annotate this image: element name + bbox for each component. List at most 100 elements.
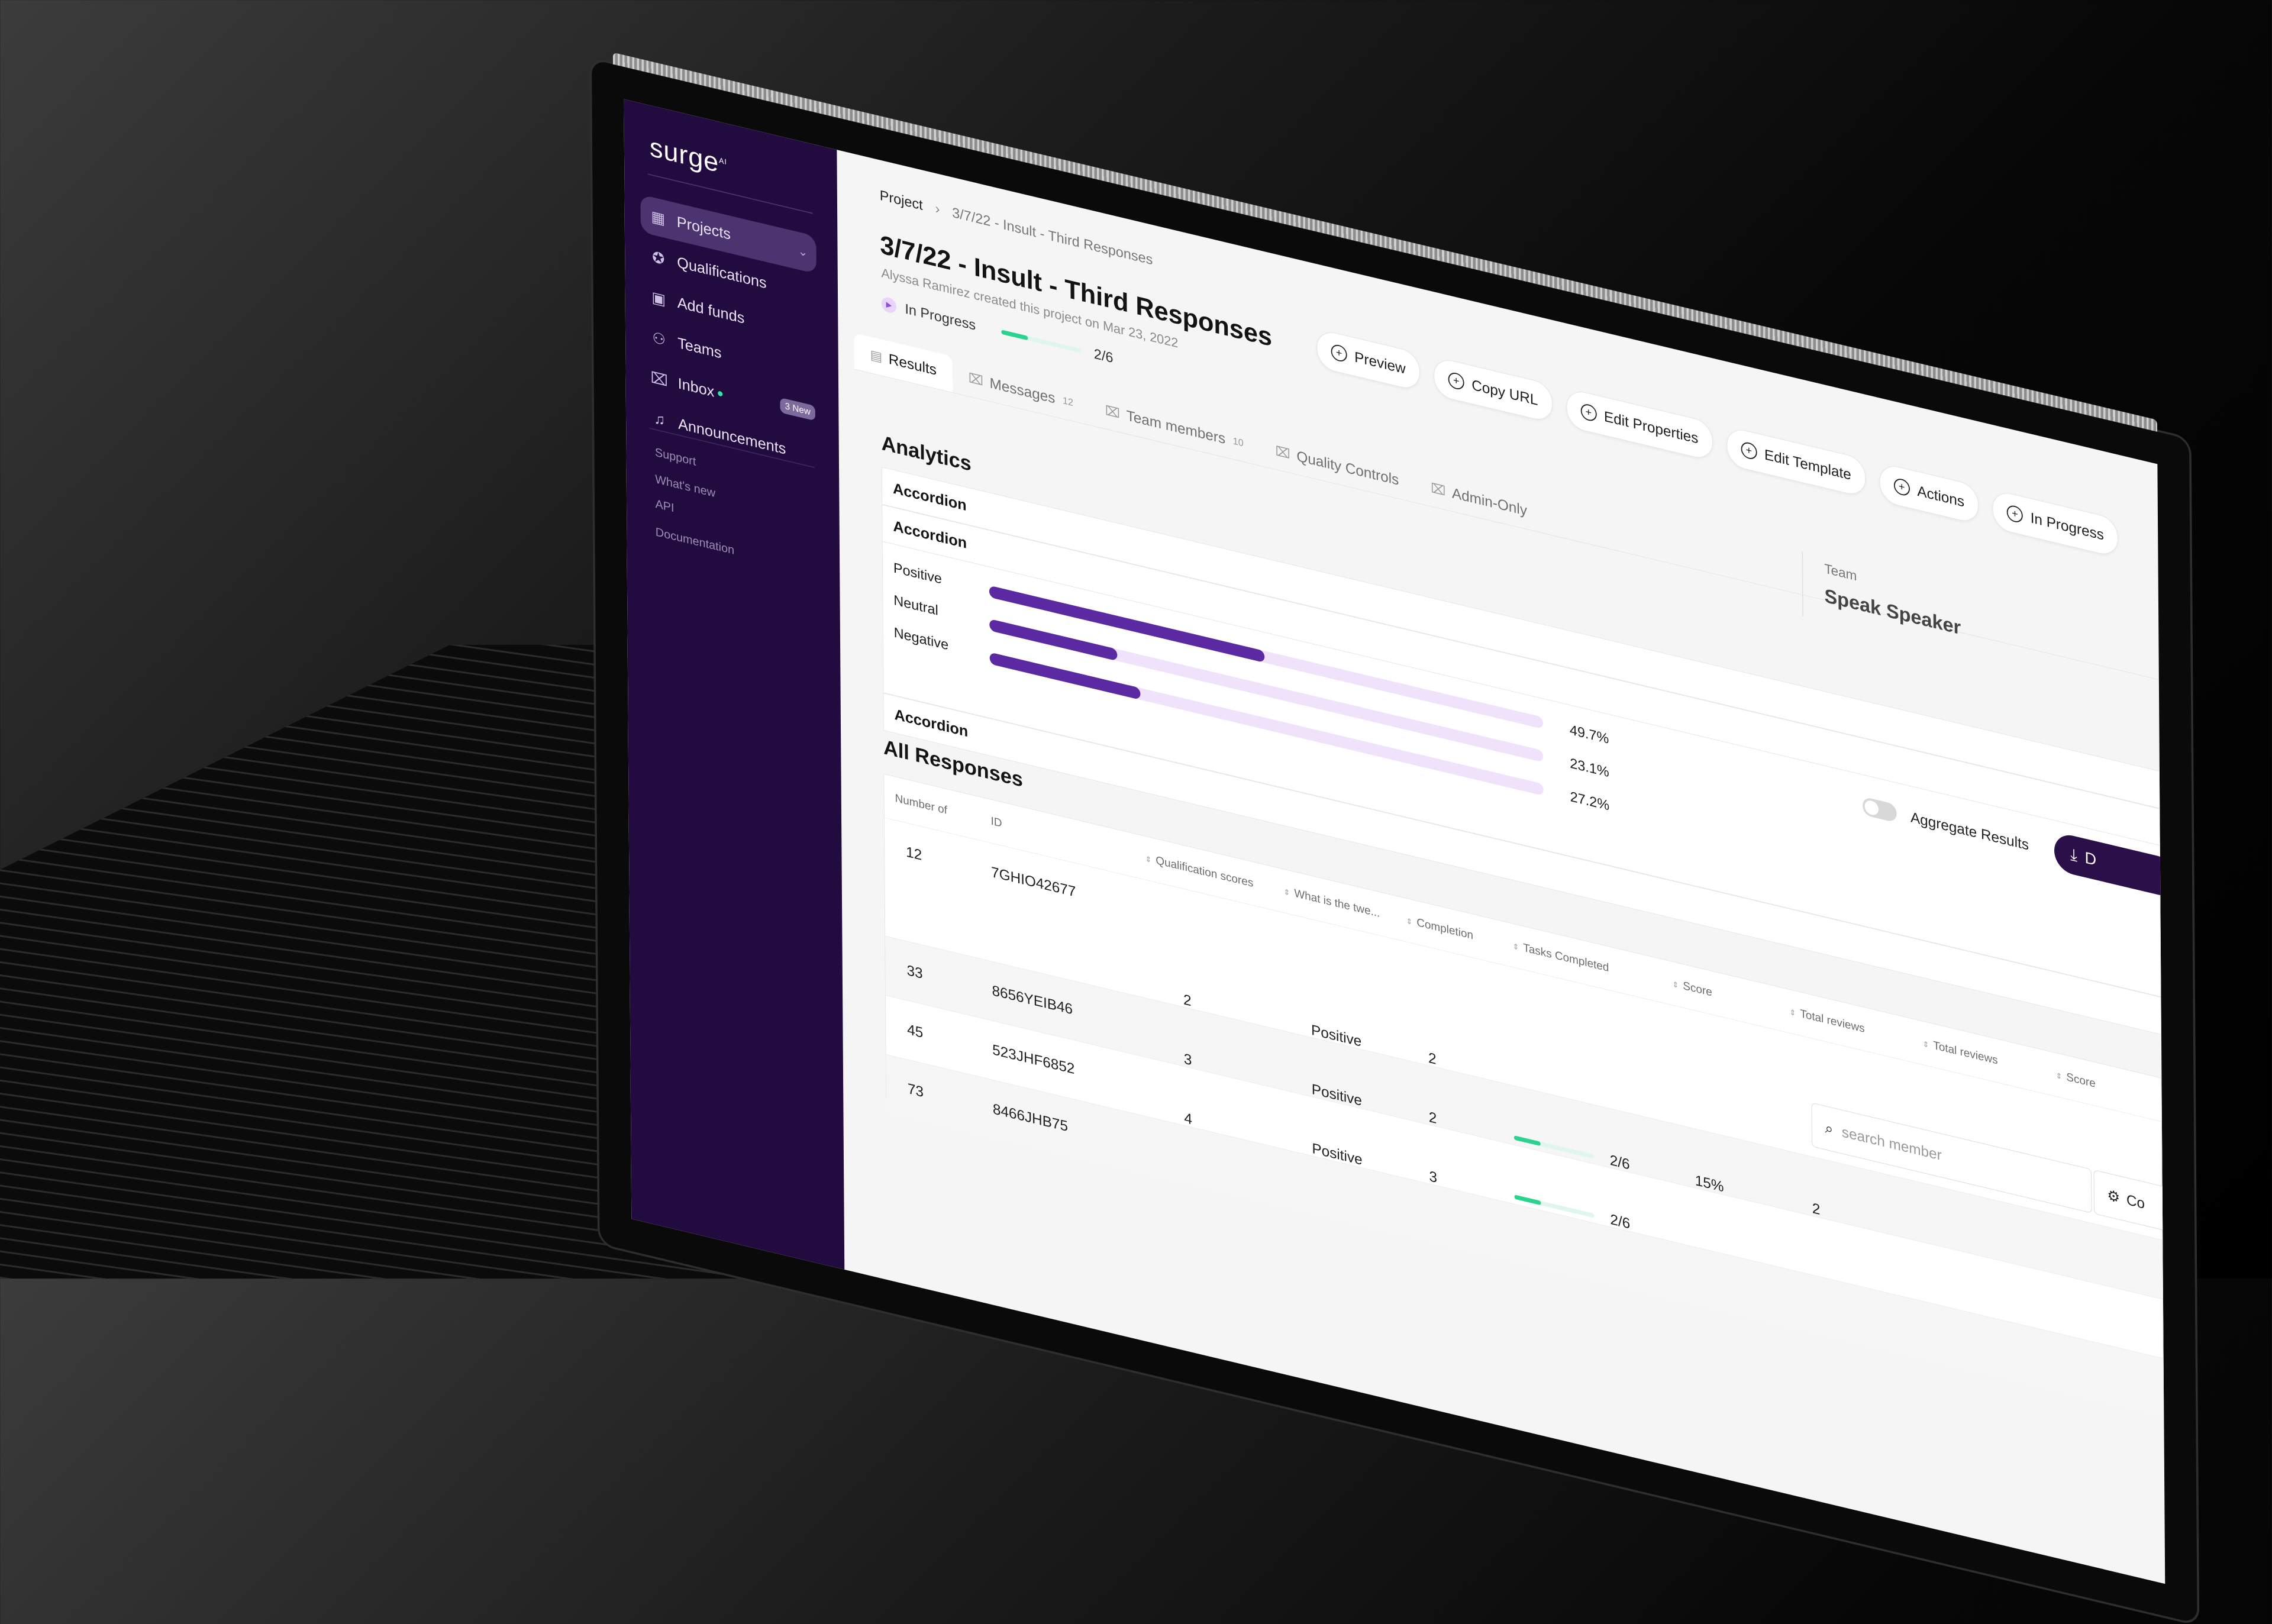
sort-icon: ⇕ xyxy=(1672,979,1679,990)
support-link[interactable]: Support xyxy=(654,445,696,469)
sort-icon: ⇕ xyxy=(1789,1007,1796,1018)
column-header[interactable]: ⇕ Score xyxy=(2056,1068,2096,1091)
documentation-link[interactable]: Documentation xyxy=(655,524,735,557)
plus-circle-icon: + xyxy=(1331,343,1347,363)
search-icon: ⌕ xyxy=(1825,1119,1834,1138)
column-header[interactable]: ⇕ Tasks Completed xyxy=(1513,939,1609,975)
column-header[interactable]: ⇕ Score xyxy=(1673,977,1712,999)
cell-completion: 2 xyxy=(1428,1108,1437,1127)
bar-label-neutral: Neutral xyxy=(893,592,938,619)
cell-qualification: 3 xyxy=(1183,1050,1192,1068)
column-header-label: Completion xyxy=(1416,916,1474,942)
download-icon: ⤓ xyxy=(2070,845,2078,865)
button-label: Actions xyxy=(1917,482,1965,510)
inbox-icon: ⌧ xyxy=(650,368,668,390)
app-window: surgeAI ▦ Projects ⌄ ✪ Qualifications ▣ … xyxy=(624,99,2166,1584)
tab-quality-controls[interactable]: ⌧ Quality Controls xyxy=(1260,439,1415,502)
column-header-label: Qualification scores xyxy=(1156,854,1254,890)
column-header-label: Score xyxy=(2066,1070,2096,1090)
wallet-icon: ▣ xyxy=(651,288,666,308)
cell-number: 45 xyxy=(907,1021,924,1041)
api-link[interactable]: API xyxy=(655,496,674,515)
bar-label-positive: Positive xyxy=(893,559,942,587)
tab-team-members[interactable]: ⌧ Team members 10 xyxy=(1089,399,1260,466)
team-card: Team Speak Speaker xyxy=(1802,551,2038,672)
cell-number: 33 xyxy=(906,961,923,982)
bar-value-positive: 49.7% xyxy=(1569,721,1609,747)
main-content: Project › 3/7/22 - Insult - Third Respon… xyxy=(837,150,2166,1584)
sliders-icon: ⚙ xyxy=(2107,1186,2121,1206)
breadcrumb-project-link[interactable]: Project xyxy=(879,186,923,214)
column-header[interactable]: ⇕ Completion xyxy=(1406,913,1474,942)
edit-properties-button[interactable]: + Edit Properties xyxy=(1566,388,1713,461)
column-header-label: Total reviews xyxy=(1800,1007,1865,1035)
chart-icon: ▤ xyxy=(870,347,883,365)
column-header[interactable]: ID xyxy=(990,815,1002,830)
sidebar-item-label: Inbox xyxy=(677,374,715,401)
play-icon: ▶ xyxy=(881,295,897,315)
plus-circle-icon: + xyxy=(1580,402,1597,423)
cell-number: 12 xyxy=(906,843,922,864)
inbox-icon: ⌧ xyxy=(968,370,983,389)
column-header[interactable]: Number of xyxy=(895,792,947,817)
button-label: Preview xyxy=(1354,348,1406,377)
column-header-label: Tasks Completed xyxy=(1523,941,1609,974)
grid-icon: ▦ xyxy=(651,207,666,228)
cell-number: 73 xyxy=(907,1080,924,1100)
aggregate-results-label: Aggregate Results xyxy=(1910,809,2029,854)
chevron-down-icon: ⌄ xyxy=(798,243,808,260)
bar-label-negative: Negative xyxy=(893,624,949,653)
cell-id: 8656YEIB46 xyxy=(992,982,1073,1018)
column-header[interactable]: ⇕ What is the twe... xyxy=(1284,884,1380,921)
actions-button[interactable]: + Actions xyxy=(1879,462,1979,525)
cell-completion: 3 xyxy=(1429,1168,1438,1186)
project-progress-bar xyxy=(1001,329,1082,353)
surge-logo[interactable]: surgeAI xyxy=(650,131,727,180)
sort-icon: ⇕ xyxy=(1145,854,1152,864)
tab-count: 10 xyxy=(1232,435,1244,449)
column-header-label: Total reviews xyxy=(1933,1039,1998,1067)
tab-results[interactable]: ▤ Results xyxy=(854,332,953,393)
tab-label: Team members xyxy=(1126,407,1226,447)
column-header[interactable]: ⇕ Total reviews xyxy=(1923,1037,1998,1067)
button-label: In Progress xyxy=(2030,509,2104,543)
inbox-icon: ⌧ xyxy=(1105,403,1120,422)
cell-completion: 2 xyxy=(1428,1049,1437,1068)
copy-url-button[interactable]: + Copy URL xyxy=(1434,356,1553,424)
cell-id: 7GHIO42677 xyxy=(991,863,1076,900)
tab-admin-only[interactable]: ⌧ Admin-Only xyxy=(1415,476,1543,533)
bell-icon: ♫ xyxy=(654,409,666,429)
tab-label: Quality Controls xyxy=(1296,447,1399,489)
plus-circle-icon: + xyxy=(1893,477,1910,498)
plus-circle-icon: + xyxy=(1741,440,1757,461)
action-bar: + Preview + Copy URL + Edit Properties + Edi… xyxy=(1316,328,2119,558)
cell-id: 523JHF6852 xyxy=(992,1041,1075,1077)
button-label: Co xyxy=(2126,1191,2145,1212)
sort-icon: ⇕ xyxy=(1406,916,1413,926)
tab-count: 12 xyxy=(1062,395,1074,408)
sidebar: surgeAI ▦ Projects ⌄ ✪ Qualifications ▣ … xyxy=(624,99,845,1270)
tab-label: Admin-Only xyxy=(1451,485,1528,519)
logo-mark: AI xyxy=(719,156,727,167)
cell-total-reviews: 2 xyxy=(1812,1200,1821,1218)
tab-label: Messages xyxy=(989,374,1056,407)
tab-messages[interactable]: ⌧ Messages 12 xyxy=(953,366,1089,425)
aggregate-results-toggle[interactable] xyxy=(1862,796,1897,823)
users-icon: ⚇ xyxy=(652,328,666,349)
cell-id: 8466JHB75 xyxy=(992,1100,1068,1135)
monitor: surgeAI ▦ Projects ⌄ ✪ Qualifications ▣ … xyxy=(592,52,2197,1624)
tab-label: Results xyxy=(888,350,937,379)
medal-icon: ✪ xyxy=(652,248,665,268)
edit-template-button[interactable]: + Edit Template xyxy=(1726,425,1866,498)
button-label: Copy URL xyxy=(1471,376,1538,409)
chevron-right-icon: › xyxy=(935,200,940,218)
status-button[interactable]: + In Progress xyxy=(1992,489,2119,558)
whats-new-link[interactable]: What's new xyxy=(655,472,716,500)
cell-qualification: 4 xyxy=(1184,1109,1193,1128)
sidebar-item-label: Teams xyxy=(677,334,722,362)
button-label: Edit Properties xyxy=(1603,408,1699,447)
progress-fill xyxy=(1001,329,1028,340)
preview-button[interactable]: + Preview xyxy=(1316,328,1421,392)
button-label: Edit Template xyxy=(1764,445,1851,483)
column-header[interactable]: ⇕ Total reviews xyxy=(1790,1005,1865,1035)
